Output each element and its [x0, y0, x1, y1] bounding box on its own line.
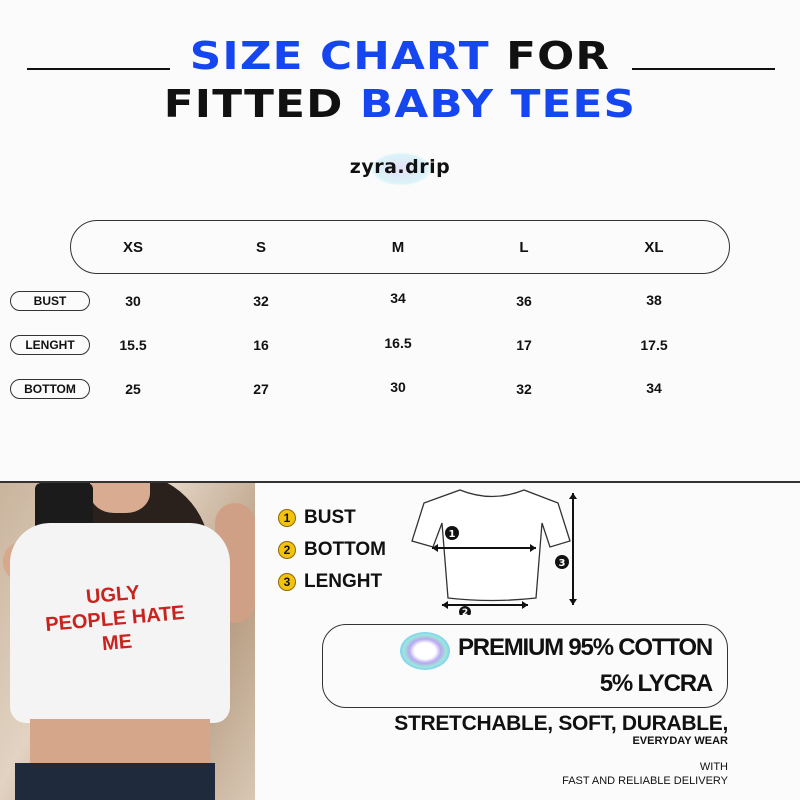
table-cell: 34 [646, 380, 662, 396]
section-divider [0, 481, 800, 483]
svg-text:1: 1 [449, 529, 456, 540]
tee-outline [411, 489, 571, 602]
title-blue-2: BABY TEES [359, 82, 637, 126]
table-cell: 32 [253, 293, 269, 309]
row-label-bottom: BOTTOM [10, 379, 90, 399]
face [90, 483, 150, 513]
features-main: STRETCHABLE, SOFT, DURABLE, [394, 712, 728, 735]
legend-item-bust: 1 BUST [278, 507, 356, 529]
legend-item-bottom: 2 BOTTOM [278, 539, 386, 561]
white-tee [10, 523, 230, 723]
shirt-print-text: UGLY PEOPLE HATE ME [44, 581, 186, 656]
features-sub: EVERYDAY WEAR [632, 735, 728, 747]
fabric-line-2: 5% LYCRA [599, 670, 713, 697]
fabric-box [322, 624, 728, 708]
marker-3 [555, 555, 569, 569]
legend-label: LENGHT [304, 571, 383, 592]
brand-text: zyra.drip [345, 156, 455, 178]
row-label-lenght: LENGHT [10, 335, 90, 355]
delivery-line-1: WITH [699, 761, 728, 773]
brand-logo: zyra.drip [0, 156, 800, 178]
title-line-2: FITTED BABY TEES [0, 82, 800, 126]
title-rule-left [27, 68, 170, 70]
table-cell: 25 [125, 381, 141, 397]
tee-diagram: 1 2 3 [411, 489, 577, 615]
table-cell: 17 [516, 337, 532, 353]
table-cell: 15.5 [119, 337, 147, 353]
model-photo: UGLY PEOPLE HATE ME [0, 483, 255, 800]
delivery-line-2: FAST AND RELIABLE DELIVERY [562, 775, 728, 787]
size-header-bar [70, 220, 730, 274]
table-cell: 17.5 [640, 337, 668, 353]
legend-label: BUST [304, 507, 356, 528]
title-black-2: FITTED [163, 82, 344, 126]
stretch-rings-icon [400, 632, 450, 670]
table-cell: 36 [516, 293, 532, 309]
svg-text:3: 3 [559, 558, 566, 569]
size-header-m: M [391, 239, 405, 256]
number-badge-icon: 3 [278, 573, 296, 591]
legend-item-lenght: 3 LENGHT [278, 571, 382, 593]
fabric-line-1: PREMIUM 95% COTTON [458, 634, 713, 661]
number-badge-icon: 1 [278, 509, 296, 527]
jeans [15, 763, 215, 800]
size-header-s: S [255, 239, 266, 256]
table-cell: 32 [516, 381, 532, 397]
marker-2 [459, 606, 471, 615]
size-header-xs: XS [122, 239, 143, 256]
title-line-1: SIZE CHART FOR [0, 34, 800, 78]
title-rule-right [632, 68, 775, 70]
size-header-xl: XL [644, 239, 664, 256]
legend-label: BOTTOM [304, 539, 386, 560]
title-blue-1: SIZE CHART [189, 34, 490, 78]
title-black-1: FOR [506, 34, 611, 78]
table-cell: 27 [253, 381, 269, 397]
table-cell: 30 [125, 293, 141, 309]
midriff [30, 719, 210, 769]
table-cell: 38 [646, 292, 662, 308]
size-header-l: L [519, 239, 529, 256]
table-cell: 16 [253, 337, 269, 353]
table-cell: 34 [390, 290, 406, 306]
svg-text:2: 2 [462, 608, 468, 615]
table-cell: 16.5 [384, 335, 412, 351]
table-cell: 30 [390, 379, 406, 395]
number-badge-icon: 2 [278, 541, 296, 559]
row-label-bust: BUST [10, 291, 90, 311]
marker-1 [445, 526, 459, 540]
